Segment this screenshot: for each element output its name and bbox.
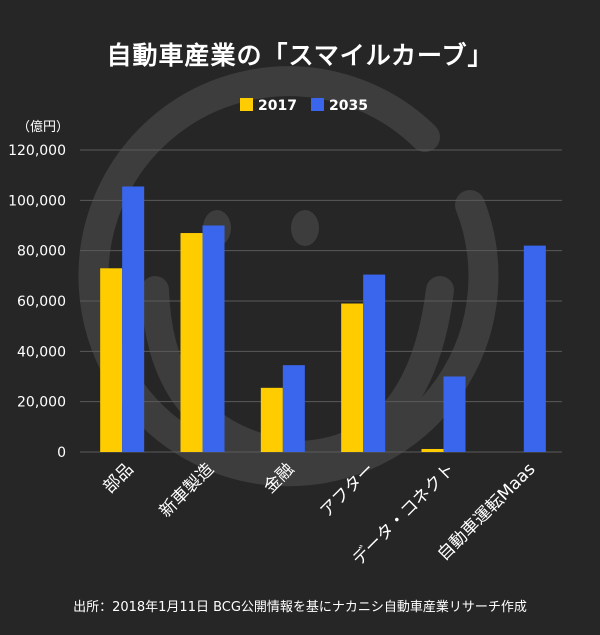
bar-2017 (100, 268, 123, 452)
legend-swatch (311, 98, 324, 111)
y-tick-label: 120,000 (8, 143, 66, 159)
bar-2035 (443, 376, 466, 452)
bar-2035 (523, 245, 546, 452)
chart-title: 自動車産業の「スマイルカーブ」 (106, 41, 494, 70)
bar-2035 (282, 365, 305, 452)
bar-2035 (363, 274, 386, 452)
y-tick-label: 80,000 (17, 244, 66, 260)
bar-2017 (421, 448, 444, 452)
x-tick-label: 新車製造 (156, 459, 218, 521)
grid-lines (80, 149, 562, 453)
legend: 2017 2035 (240, 98, 368, 114)
y-axis-ticks: 120,000 100,000 80,000 60,000 40,000 20,000 0 (8, 143, 66, 461)
legend-label: 2017 (258, 98, 297, 114)
bar-2017 (341, 303, 364, 452)
legend-label: 2035 (329, 98, 368, 114)
legend-swatch (240, 98, 253, 111)
y-tick-label: 100,000 (8, 193, 66, 209)
bar-2035 (122, 186, 145, 452)
y-tick-label: 60,000 (17, 294, 66, 310)
bar-2017 (260, 387, 283, 452)
smiley-mouth (141, 276, 454, 470)
x-tick-label: 部品 (100, 459, 138, 497)
y-axis-unit-label: （億円） (17, 119, 69, 135)
source-note: 出所：2018年1月11日 BCG公開情報を基にナカニシ自動車産業リサーチ作成 (73, 600, 527, 615)
bars (100, 186, 546, 452)
y-tick-label: 0 (57, 445, 66, 461)
y-tick-label: 20,000 (17, 395, 66, 411)
smiley-right-eye (291, 210, 319, 246)
y-tick-label: 40,000 (17, 344, 66, 360)
bar-2035 (202, 225, 225, 452)
bar-2017 (180, 233, 203, 452)
